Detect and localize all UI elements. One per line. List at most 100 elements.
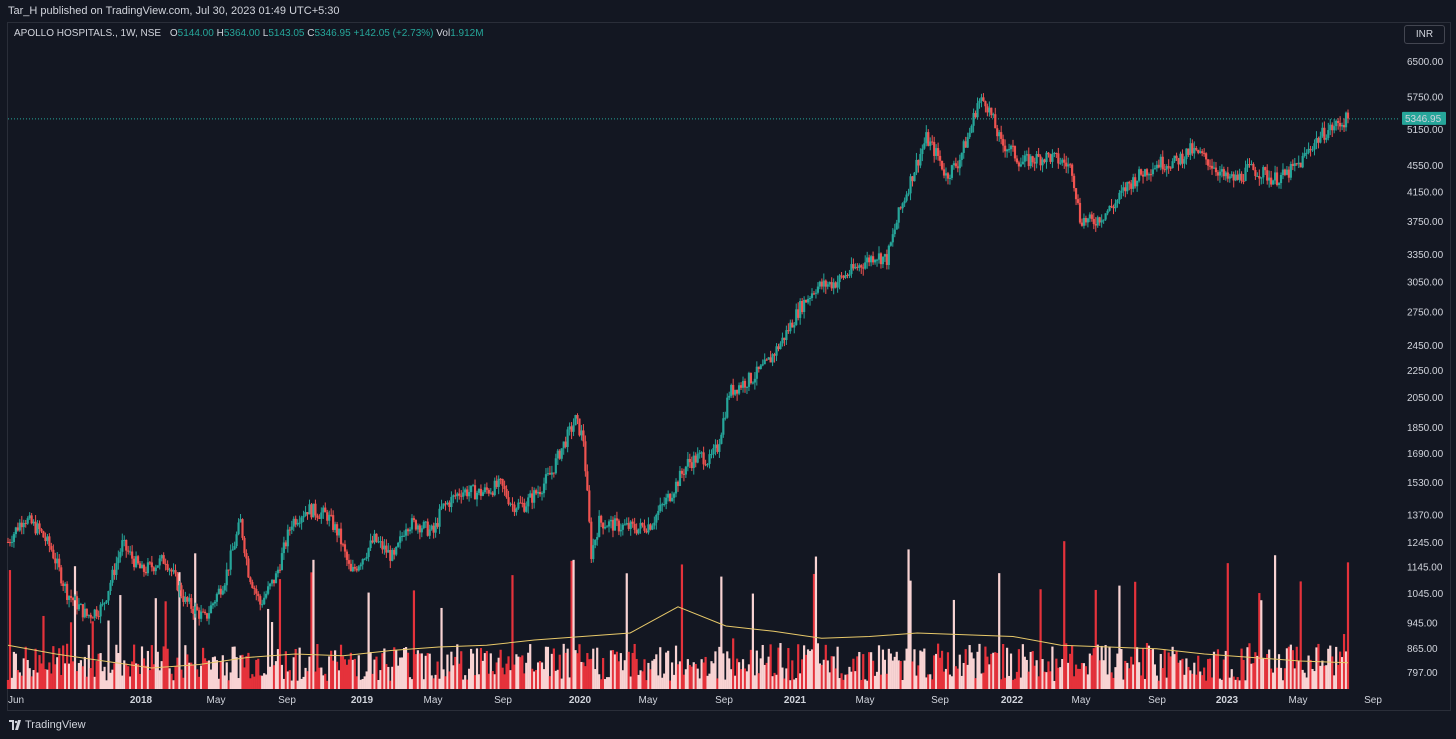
candle-body	[836, 282, 839, 288]
volume-bar	[395, 649, 398, 689]
candle-body	[1094, 224, 1097, 226]
candle-body	[625, 523, 628, 525]
chart-frame[interactable]	[7, 22, 1451, 711]
candle-body	[150, 562, 153, 568]
candle-body	[253, 587, 256, 589]
candle-body	[657, 510, 660, 515]
volume-bar	[446, 654, 449, 689]
candle-body	[600, 515, 603, 523]
volume-bar	[109, 672, 112, 689]
candle-body	[1019, 164, 1022, 167]
volume-bar	[964, 649, 967, 689]
candle-body	[83, 608, 86, 618]
volume-bar	[1149, 649, 1153, 689]
candle-body	[639, 522, 642, 529]
candle-body	[806, 298, 810, 303]
candle-body	[1090, 214, 1093, 219]
volume-bar	[278, 579, 282, 689]
candle-body	[257, 593, 260, 597]
candle-body	[170, 569, 173, 572]
candle-body	[1065, 162, 1068, 167]
candle-body	[820, 281, 823, 287]
candle-body	[304, 512, 307, 516]
volume-bar	[221, 655, 224, 689]
volume-bar	[160, 661, 163, 689]
candle-body	[607, 521, 611, 527]
candle-body	[1134, 177, 1137, 187]
candle-body	[188, 598, 191, 602]
candle-body	[1224, 172, 1227, 177]
volume-bar	[643, 659, 646, 689]
candle-body	[178, 585, 181, 591]
volume-bar	[67, 663, 71, 689]
volume-bar	[1051, 646, 1054, 689]
candle-body	[20, 522, 23, 528]
volume-bar	[1104, 645, 1107, 689]
price-tick-label: 5150.00	[1407, 125, 1444, 136]
volume-bar	[69, 622, 73, 689]
volume-bar	[442, 669, 445, 689]
volume-bar	[469, 648, 473, 689]
candle-body	[1118, 192, 1121, 200]
candle-body	[840, 275, 843, 277]
candle-body	[391, 549, 394, 561]
volume-bar	[152, 664, 155, 689]
candle-body	[131, 551, 134, 559]
candle-body	[1100, 220, 1103, 223]
volume-bar	[972, 658, 975, 689]
volume-bar	[115, 644, 118, 689]
volume-bar	[1078, 668, 1082, 689]
candle-body	[172, 570, 175, 572]
legend-close-value: 5346.95	[314, 28, 351, 39]
volume-bar	[897, 660, 900, 689]
currency-button[interactable]: INR	[1404, 25, 1445, 44]
volume-bar	[832, 656, 835, 689]
candle-body	[1319, 136, 1322, 143]
candle-body	[940, 160, 944, 170]
candle-body	[1234, 174, 1237, 181]
volume-bar	[103, 666, 106, 689]
volume-bar	[1084, 666, 1088, 689]
candle-body	[180, 585, 183, 596]
volume-bar	[249, 678, 252, 689]
volume-bar	[891, 660, 894, 689]
candle-body	[996, 128, 999, 137]
volume-bar	[680, 564, 684, 689]
volume-bar	[996, 653, 999, 689]
volume-bar	[789, 680, 792, 689]
candle-body	[1329, 124, 1332, 131]
candle-body	[95, 609, 98, 617]
volume-bar	[489, 653, 492, 689]
volume-bar	[578, 644, 581, 689]
candle-body	[536, 491, 540, 494]
volume-bar	[708, 673, 711, 689]
volume-bar	[1238, 680, 1241, 689]
candle-body	[207, 613, 211, 619]
candle-body	[708, 454, 711, 464]
volume-bar	[637, 674, 640, 689]
volume-bar	[655, 654, 658, 689]
legend-low-value: 5143.05	[268, 28, 305, 39]
candle-body	[1149, 174, 1153, 176]
volume-bar	[272, 665, 276, 689]
candle-body	[1027, 154, 1030, 167]
candle-body	[1108, 205, 1111, 211]
candle-body	[335, 524, 339, 536]
volume-bar	[178, 572, 181, 689]
candle-body	[200, 611, 203, 619]
volume-bar	[527, 652, 530, 689]
volume-bar	[1277, 654, 1281, 689]
candle-body	[779, 343, 782, 350]
volume-bar	[1027, 671, 1030, 689]
volume-bar	[190, 662, 193, 689]
volume-bar	[294, 648, 297, 689]
candle-body	[182, 595, 185, 602]
volume-bar	[852, 658, 855, 689]
volume-bar	[862, 654, 865, 689]
volume-bar	[296, 680, 299, 689]
candle-body	[229, 550, 232, 570]
candle-body	[1228, 176, 1231, 179]
volume-bar	[873, 675, 877, 689]
volume-bar	[866, 680, 869, 689]
